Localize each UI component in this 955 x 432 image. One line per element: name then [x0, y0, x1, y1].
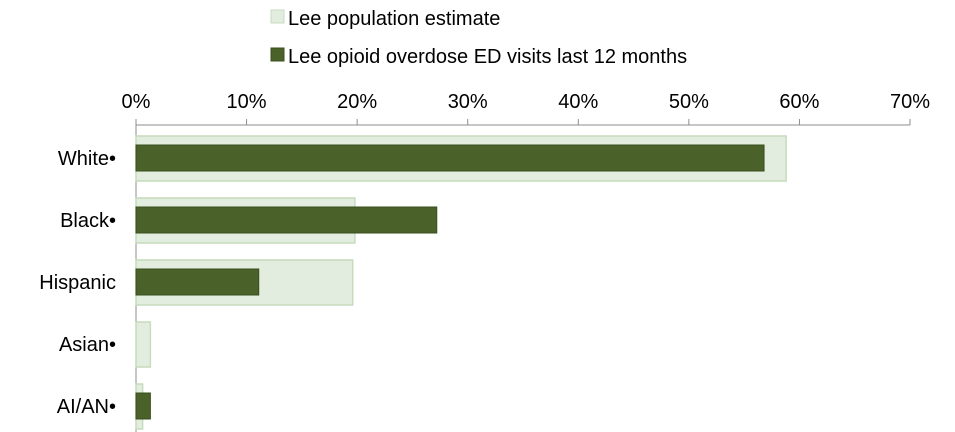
legend-swatch-visits	[270, 47, 285, 62]
visits-bar	[135, 268, 260, 296]
visits-bar	[135, 392, 151, 420]
category-labels: White• Black• Hispanic Asian• AI/AN•	[39, 148, 116, 418]
x-tick-label: 70%	[890, 91, 930, 113]
category-label: White•	[58, 148, 116, 170]
population-bar	[135, 321, 152, 368]
x-tick-label: 60%	[779, 91, 819, 113]
visit-bars	[135, 144, 765, 420]
category-label: Hispanic	[39, 272, 116, 294]
category-label: AI/AN•	[57, 396, 116, 418]
legend-label-population: Lee population estimate	[288, 8, 500, 30]
legend-swatch-population	[270, 9, 285, 24]
x-tick-label: 10%	[227, 91, 267, 113]
x-tick-label: 20%	[337, 91, 377, 113]
visits-bar	[135, 206, 438, 234]
visits-bar	[135, 144, 765, 172]
legend-label-visits: Lee opioid overdose ED visits last 12 mo…	[288, 46, 687, 68]
x-tick-label: 0%	[122, 91, 151, 113]
category-label: Asian•	[59, 334, 116, 356]
x-tick-label: 30%	[448, 91, 488, 113]
category-label: Black•	[60, 210, 116, 232]
legend-item-population: Lee population estimate	[270, 8, 500, 30]
legend-item-visits: Lee opioid overdose ED visits last 12 mo…	[270, 46, 687, 68]
x-tick-label: 40%	[558, 91, 598, 113]
x-axis: 0% 10% 20% 30% 40% 50% 60% 70%	[122, 91, 930, 432]
legend: Lee population estimate Lee opioid overd…	[270, 8, 687, 68]
x-tick-label: 50%	[669, 91, 709, 113]
